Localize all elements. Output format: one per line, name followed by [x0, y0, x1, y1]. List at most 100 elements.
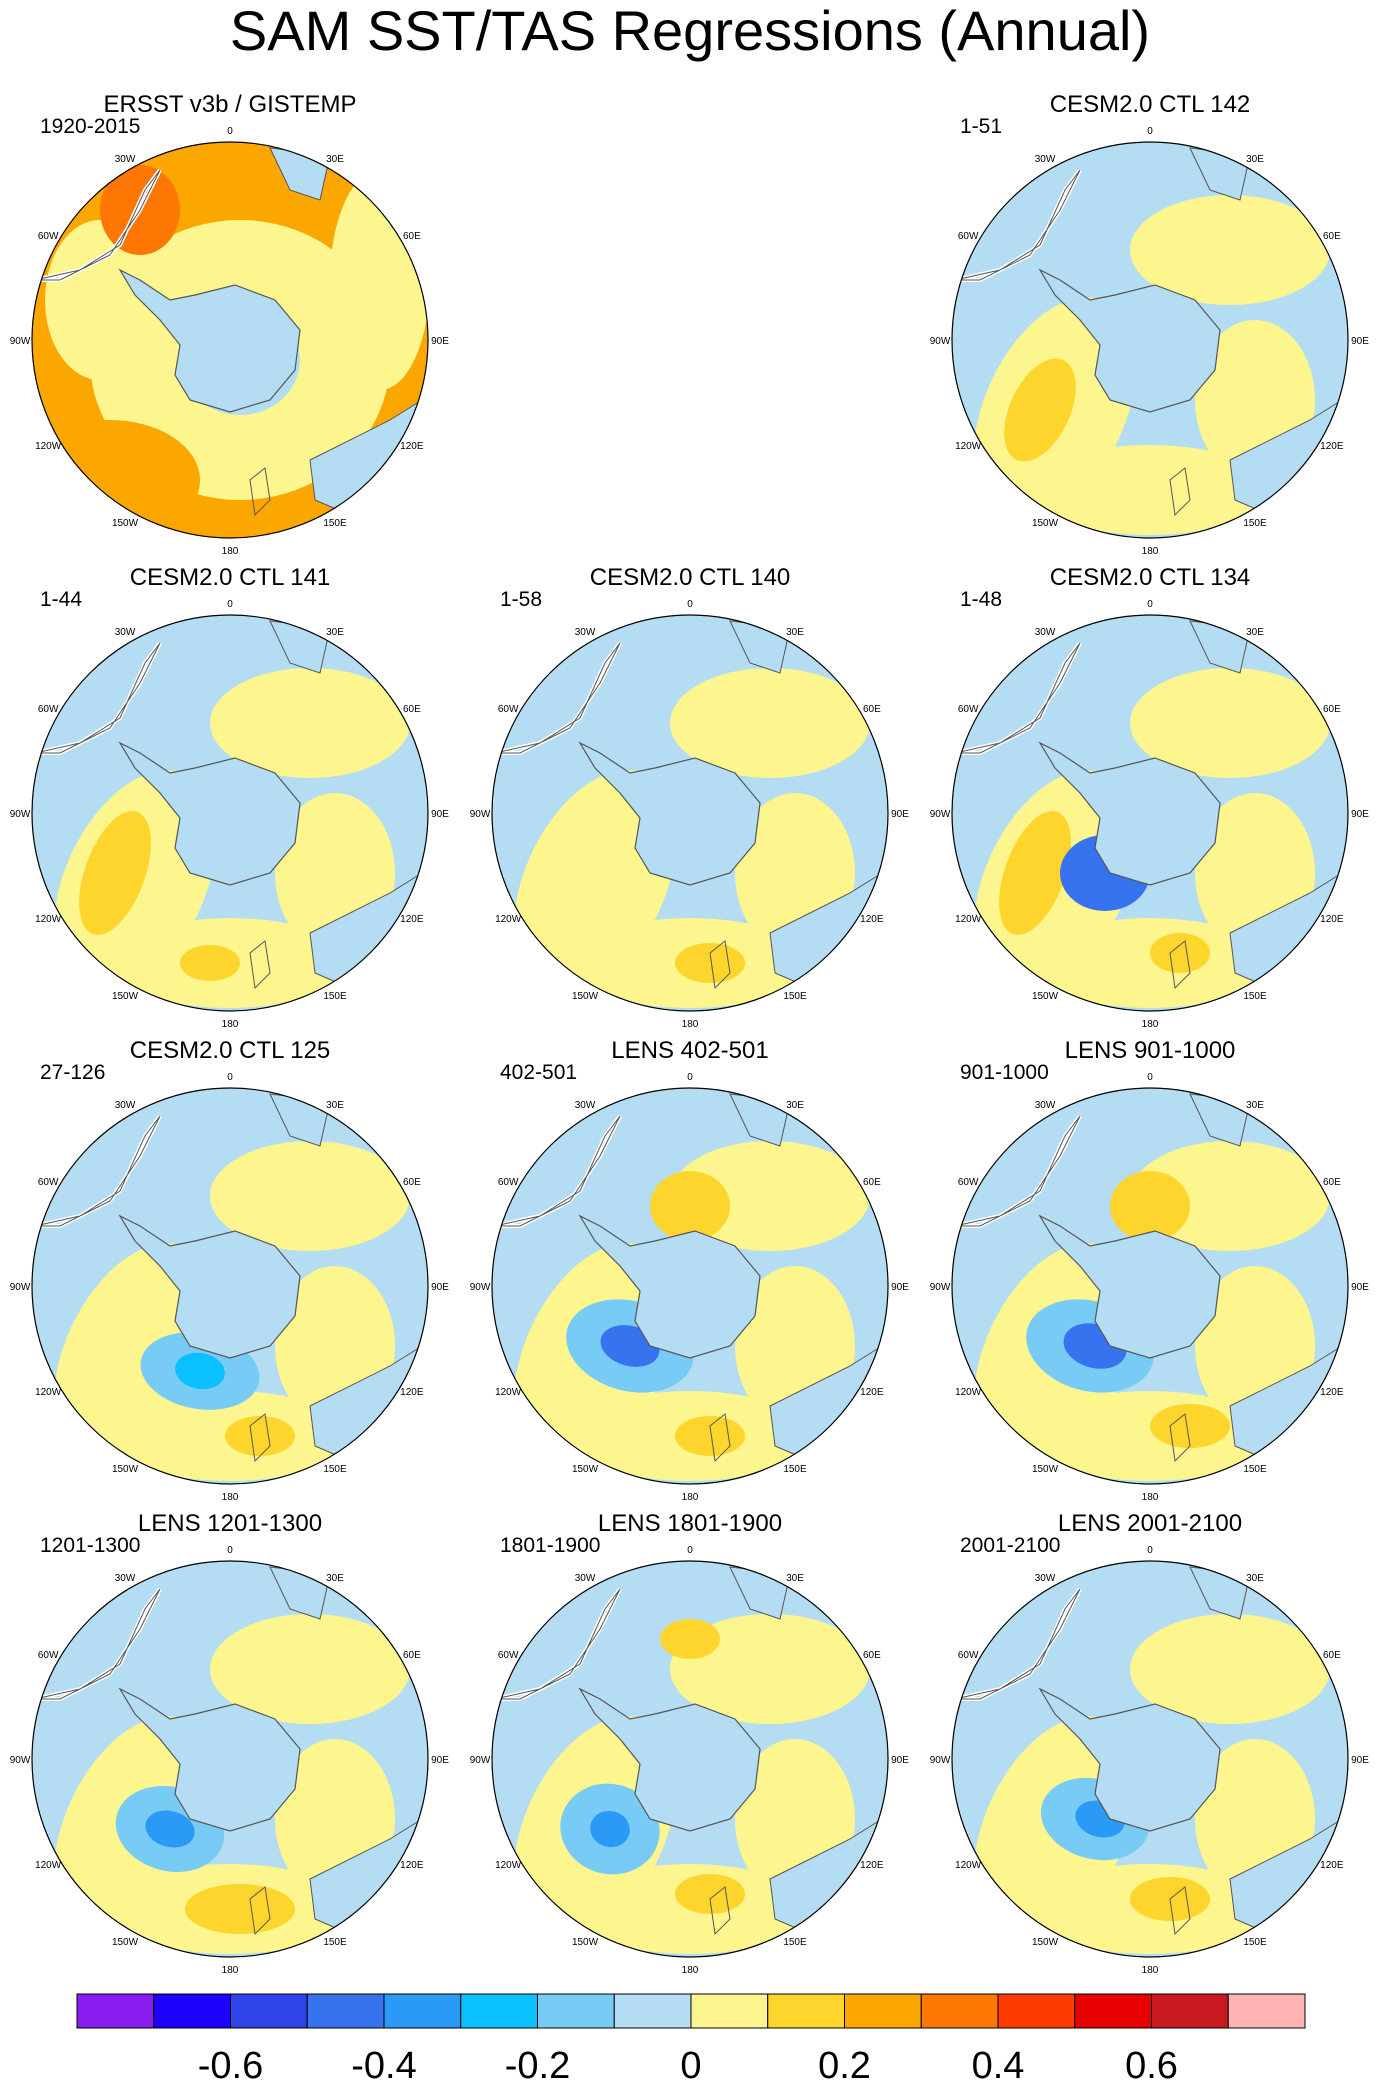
polar-map: 0 30E 60E 90E 120E 150E 180 150W 120W 90W 60W 30W — [930, 126, 1370, 557]
field-contour — [660, 1619, 720, 1659]
longitude-label: 120E — [400, 441, 424, 452]
panel-period: 1-48 — [960, 588, 1003, 611]
field-contour — [1150, 1404, 1230, 1448]
longitude-label: 30W — [115, 627, 136, 638]
antarctica — [578, 1687, 761, 1832]
longitude-label: 0 — [687, 599, 693, 610]
longitude-label: 150E — [323, 991, 347, 1002]
field-contour — [45, 220, 155, 380]
longitude-label: 0 — [227, 1545, 233, 1556]
map-border — [951, 1560, 1349, 1958]
field-contour — [675, 1416, 745, 1456]
colorbar-swatch — [460, 1993, 538, 2029]
map-border — [31, 1087, 429, 1485]
longitude-label: 30W — [1035, 1573, 1056, 1584]
longitude-label: 90W — [470, 1755, 491, 1766]
new-zealand — [709, 1413, 731, 1463]
longitude-label: 90W — [930, 1755, 951, 1766]
longitude-label: 30E — [326, 627, 344, 638]
longitude-label: 0 — [1147, 1545, 1153, 1556]
map-panel: LENS 901-1000 901-1000 0 30E 60E 90E 120E 150E 1… — [920, 1036, 1380, 1506]
panel-title: CESM2.0 CTL 134 — [1049, 564, 1251, 591]
longitude-label: 150W — [1032, 1464, 1059, 1475]
field-contour — [675, 943, 745, 983]
colorbar-tick-label: 0.4 — [972, 2045, 1025, 2082]
antarctica — [118, 268, 301, 413]
map-field — [32, 615, 428, 1011]
longitude-label: 0 — [1147, 599, 1153, 610]
field-contour — [330, 170, 428, 390]
longitude-label: 30E — [1246, 627, 1264, 638]
longitude-label: 180 — [1142, 1019, 1159, 1030]
longitude-label: 150E — [1243, 991, 1267, 1002]
field-contour — [675, 1874, 745, 1914]
colorbar-swatch — [153, 1993, 231, 2029]
colorbar-tick-label: -0.2 — [505, 2045, 570, 2082]
south-america-coastline — [954, 1115, 1081, 1227]
longitude-label: 120E — [860, 1860, 884, 1871]
field-contour — [210, 668, 410, 778]
longitude-label: 0 — [1147, 126, 1153, 137]
south-america-coastline — [954, 1588, 1081, 1700]
panel-title: CESM2.0 CTL 140 — [589, 564, 791, 591]
longitude-label: 0 — [1147, 1072, 1153, 1083]
longitude-label: 150W — [112, 1937, 139, 1948]
polar-map: 0 30E 60E 90E 120E 150E 180 150W 120W 90W 60W 30W — [930, 599, 1370, 1030]
longitude-label: 90E — [1351, 1755, 1369, 1766]
longitude-label: 150W — [572, 1464, 599, 1475]
polar-map: 0 30E 60E 90E 120E 150E 180 150W 120W 90W 60W 30W — [470, 1072, 910, 1503]
colorbar-swatch — [767, 1993, 845, 2029]
polar-map: 0 30E 60E 90E 120E 150E 180 150W 120W 90W 60W 30W — [930, 1545, 1370, 1976]
longitude-label: 120E — [1320, 441, 1344, 452]
longitude-label: 60W — [498, 704, 519, 715]
longitude-label: 150E — [323, 1464, 347, 1475]
longitude-label: 90W — [470, 1282, 491, 1293]
map-border — [31, 1560, 429, 1958]
south-america-coastline — [494, 642, 621, 754]
antarctica — [1038, 1687, 1221, 1832]
map-panel: CESM2.0 CTL 125 27-126 0 30E 60E 90E 120E 150E 1… — [0, 1036, 460, 1506]
panel-period: 1920-2015 — [40, 115, 141, 138]
colorbar-tick-label: 0.6 — [1125, 2045, 1178, 2082]
new-zealand — [709, 1886, 731, 1936]
longitude-label: 60E — [403, 1177, 421, 1188]
map-field — [492, 615, 888, 1011]
map-border — [951, 1087, 1349, 1485]
longitude-label: 90E — [891, 809, 909, 820]
longitude-label: 150W — [572, 991, 599, 1002]
panel-title: LENS 2001-2100 — [1057, 1510, 1243, 1537]
coastlines — [494, 1093, 883, 1463]
longitude-label: 120E — [1320, 914, 1344, 925]
longitude-label: 0 — [227, 599, 233, 610]
longitude-label: 120E — [1320, 1387, 1344, 1398]
longitude-label: 30W — [115, 154, 136, 165]
colorbar-tick-label: 0.2 — [818, 2045, 871, 2082]
longitude-label: 180 — [1142, 1492, 1159, 1503]
longitude-label: 120W — [495, 1387, 522, 1398]
longitude-label: 30E — [326, 1100, 344, 1111]
longitude-label: 90W — [10, 1282, 31, 1293]
longitude-label: 60W — [38, 231, 59, 242]
new-zealand — [249, 1413, 271, 1463]
map-field — [32, 142, 428, 538]
coastlines — [494, 620, 883, 990]
longitude-label: 150E — [783, 1937, 807, 1948]
coastlines — [494, 1566, 883, 1936]
longitude-label: 120E — [860, 914, 884, 925]
field-contour — [1150, 933, 1210, 973]
longitude-label: 180 — [222, 546, 239, 557]
new-zealand — [1169, 940, 1191, 990]
map-panel: CESM2.0 CTL 134 1-48 0 30E 60E 90E 120E 150E 180… — [920, 563, 1380, 1033]
longitude-label: 60E — [1323, 1177, 1341, 1188]
map-border — [491, 1560, 889, 1958]
longitude-label: 90E — [1351, 1282, 1369, 1293]
field-contour — [210, 1141, 410, 1251]
longitude-label: 120E — [860, 1387, 884, 1398]
colorbar-swatch — [306, 1993, 385, 2029]
colorbar-tick-label: -0.6 — [198, 2045, 263, 2082]
longitude-label: 0 — [227, 1072, 233, 1083]
south-america-coastline — [34, 642, 161, 754]
longitude-label: 150W — [112, 518, 139, 529]
longitude-label: 30E — [1246, 154, 1264, 165]
field-contour — [670, 668, 870, 778]
